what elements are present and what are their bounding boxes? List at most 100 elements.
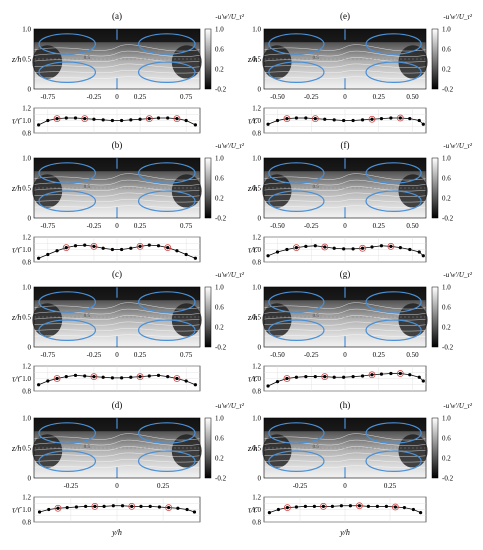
ratio-point: [332, 246, 336, 250]
ratio-point: [147, 243, 151, 247]
contour-line: [263, 70, 427, 74]
ratio-point: [323, 245, 327, 249]
colorbar: [204, 417, 212, 479]
ratio-highlight-marker: [359, 244, 366, 252]
ratio-point: [342, 247, 346, 251]
ratio-point: [166, 116, 170, 120]
ratio-point: [348, 504, 352, 508]
ratio-point: [384, 504, 388, 508]
ratio-point: [421, 254, 425, 258]
colorbar-title: -u'w'/U_τ²: [443, 13, 472, 21]
ratio-point: [156, 116, 161, 120]
colorbar: [431, 28, 439, 90]
ratio-tick-label: 1.2: [252, 494, 261, 502]
z-tick-label: 0: [28, 475, 32, 483]
ratio-tick-label: 1.0: [252, 375, 261, 383]
secondary-flow-vortex: [268, 422, 325, 444]
ratio-point: [156, 244, 161, 248]
heatmap-frame: [263, 417, 427, 479]
z-tick-label: 0.5: [252, 56, 261, 64]
secondary-flow-vortex: [137, 33, 196, 55]
panel-c: (c) -u'w'/U_τ²0.5z/h1.00.501.00.60.2-0.21…: [11, 269, 245, 396]
ratio-point: [101, 246, 105, 250]
colorbar-tick-label: 1.0: [215, 415, 224, 423]
z-tick-label: 0.5: [22, 56, 31, 64]
ratio-point: [120, 376, 124, 380]
ratio-tick-label: 0.8: [22, 130, 31, 138]
x-tick-label: -0.25: [293, 482, 308, 490]
ratio-point: [304, 244, 308, 248]
secondary-flow-vortex: [137, 319, 196, 341]
colorbar-tick-label: 0.6: [442, 304, 451, 312]
ratio-point: [266, 254, 270, 258]
ratio-plot: [33, 107, 201, 134]
ratio-tick-label: 0.8: [22, 259, 31, 267]
ratio-point: [339, 504, 343, 508]
contour-label: 0.5: [84, 56, 91, 61]
ratio-point: [65, 506, 69, 510]
contour-line: [33, 302, 201, 310]
ratio-tick-label: 1.2: [22, 105, 31, 113]
z-tick-label: 0: [28, 344, 32, 352]
x-tick-label: -0.25: [304, 222, 319, 230]
ratio-tick-label: 1.2: [22, 494, 31, 502]
ratio-point: [37, 256, 41, 260]
ratio-highlight-marker: [145, 115, 153, 123]
ratio-point: [46, 252, 50, 257]
colorbar-tick-label: 0.6: [215, 304, 224, 312]
secondary-flow-vortex: [365, 162, 422, 184]
colorbar: [204, 286, 212, 348]
ratio-tick-label: 1.0: [22, 506, 31, 514]
contour-line: [33, 465, 201, 468]
ratio-point: [417, 118, 421, 123]
contour-line: [263, 44, 427, 52]
z-axis-label: z/h: [11, 55, 21, 64]
ratio-point: [73, 373, 78, 377]
z-axis-label: z/h: [247, 55, 257, 64]
ratio-point: [92, 375, 96, 379]
ratio-highlight-marker: [53, 375, 61, 382]
ratio-point: [294, 116, 298, 120]
ratio-highlight-marker: [283, 115, 291, 123]
panel-label: (h): [340, 400, 351, 410]
contour-map: 0.5: [262, 157, 428, 219]
secondary-flow-vortex: [38, 162, 97, 184]
x-tick-label: -0.25: [87, 351, 102, 359]
x-tick-label: 0.25: [384, 482, 397, 490]
colorbar-tick-label: -0.2: [442, 344, 454, 352]
ratio-tick-label: 0.8: [252, 519, 261, 527]
contour-line: [33, 334, 201, 337]
z-tick-label: 0: [28, 86, 32, 94]
ratio-point: [147, 374, 151, 378]
ratio-point: [184, 118, 188, 123]
z-tick-label: 0: [258, 475, 262, 483]
panel-label: (b): [112, 140, 123, 150]
secondary-flow-vortex: [268, 162, 325, 184]
ratio-point: [129, 246, 133, 250]
ratio-point: [55, 249, 59, 253]
ratio-point: [398, 371, 402, 376]
secondary-flow-vortex: [365, 291, 422, 313]
colorbar-tick-label: 0.2: [215, 455, 224, 463]
z-tick-label: 0.5: [22, 445, 31, 453]
contour-line: [263, 63, 427, 68]
colorbar-title: -u'w'/U_τ²: [215, 271, 244, 279]
ratio-point: [370, 245, 374, 249]
colorbar-title: -u'w'/U_τ²: [215, 13, 244, 21]
ratio-tick-label: 0.8: [252, 259, 261, 267]
secondary-flow-vortex: [365, 450, 422, 472]
contour-map: 0.5: [262, 417, 428, 479]
contour-line: [263, 321, 427, 326]
colorbar-tick-label: 1.0: [215, 155, 224, 163]
ratio-highlight-marker: [387, 242, 395, 250]
ratio-highlight-marker: [173, 115, 181, 123]
ratio-point: [266, 384, 270, 388]
ratio-highlight-marker: [283, 375, 291, 382]
z-tick-label: 1.0: [252, 415, 261, 423]
ratio-point: [389, 244, 393, 248]
ratio-point: [101, 375, 105, 379]
colorbar-tick-label: -0.2: [215, 344, 227, 352]
ratio-point: [304, 375, 308, 379]
contour-line: [33, 192, 201, 197]
ratio-point: [294, 246, 298, 250]
